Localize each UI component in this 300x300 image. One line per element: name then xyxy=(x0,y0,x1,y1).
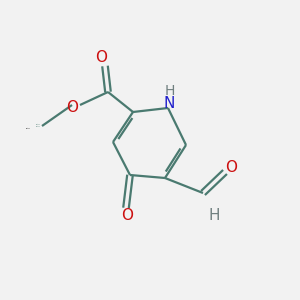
Text: O: O xyxy=(95,50,107,65)
Text: methyl: methyl xyxy=(36,125,40,127)
Text: methyl: methyl xyxy=(26,128,30,129)
Text: H: H xyxy=(208,208,220,223)
Text: O: O xyxy=(121,208,133,224)
Text: methyl: methyl xyxy=(36,124,41,125)
Text: O: O xyxy=(225,160,237,175)
Text: N: N xyxy=(163,95,175,110)
Text: O: O xyxy=(66,100,78,116)
Text: H: H xyxy=(165,84,175,98)
